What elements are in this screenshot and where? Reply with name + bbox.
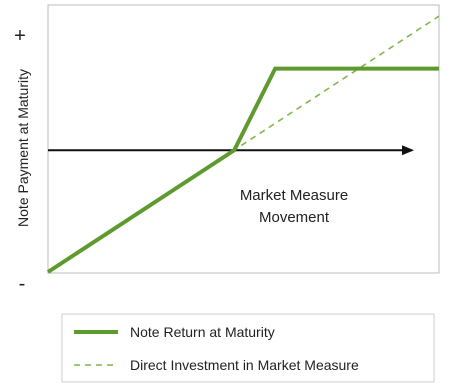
y-high-marker: + [14, 25, 26, 47]
legend-box [61, 313, 435, 383]
series-layer [46, 15, 440, 274]
legend: Note Return at Maturity Direct Investmen… [61, 313, 435, 383]
y-axis-label: Note Payment at Maturity [15, 69, 31, 227]
legend-label-note-return: Note Return at Maturity [130, 324, 275, 340]
series-note-return-line [46, 66, 439, 274]
x-annotation-line2: Movement [259, 209, 330, 226]
legend-label-direct-investment: Direct Investment in Market Measure [130, 357, 359, 373]
y-low-marker: - [19, 273, 26, 295]
plot-frame [47, 4, 440, 274]
x-annotation-line1: Market Measure [240, 187, 348, 204]
